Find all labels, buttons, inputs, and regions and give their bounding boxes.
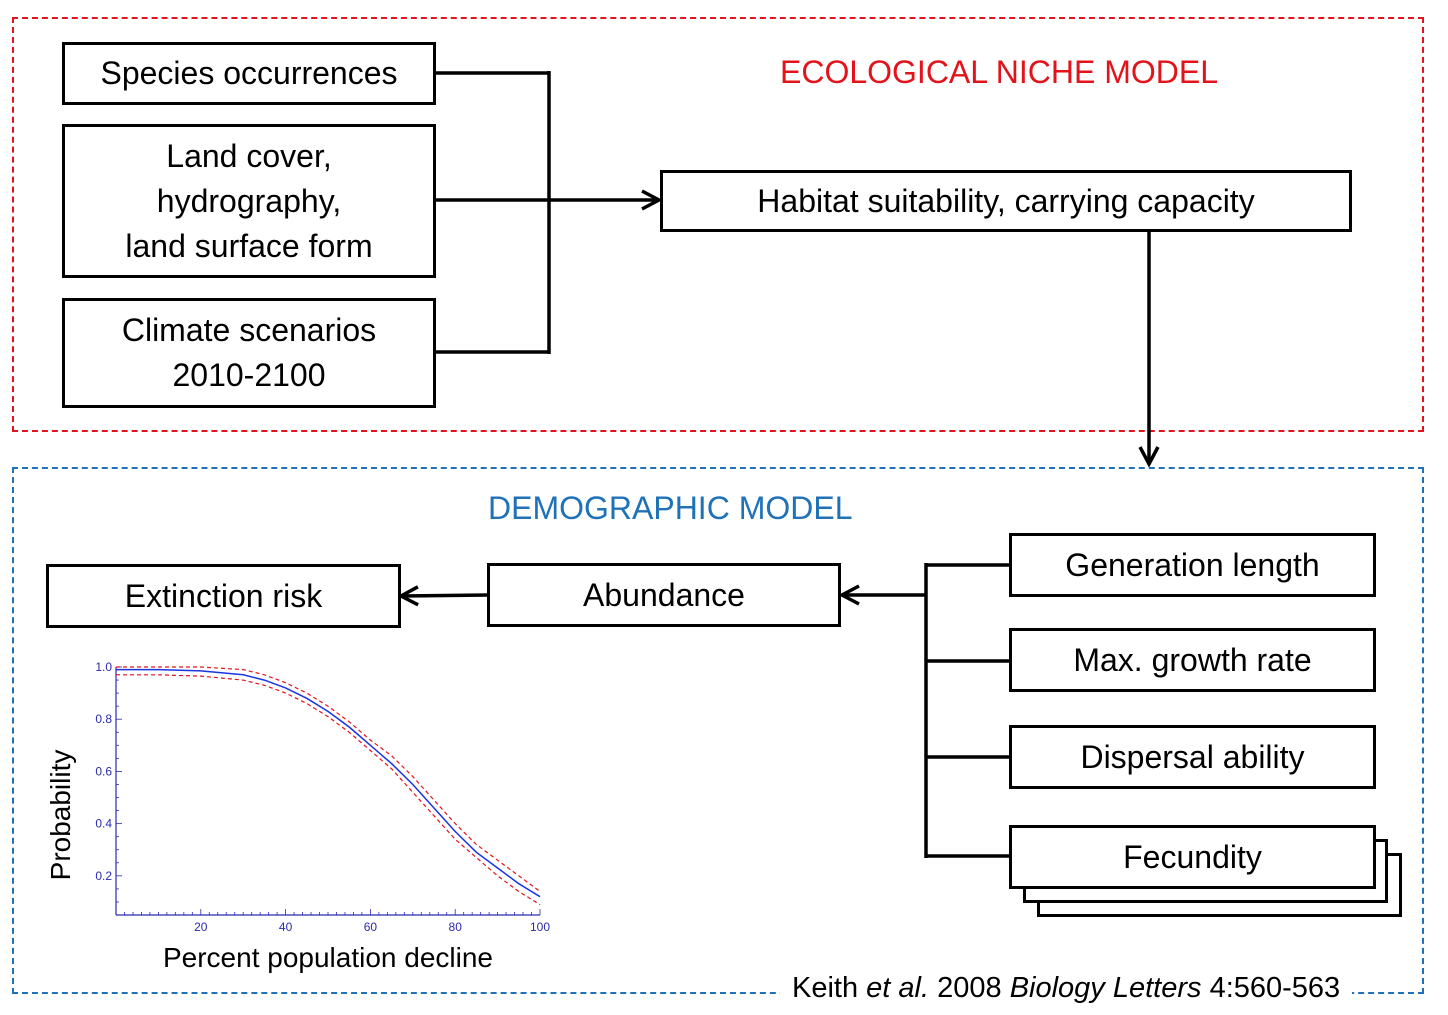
max-growth-rate-box: Max. growth rate bbox=[1009, 628, 1376, 692]
abundance-to-extinction-arrow bbox=[402, 595, 490, 596]
chart-x-axis-label: Percent population decline bbox=[163, 942, 493, 973]
demographic-model-title: DEMOGRAPHIC MODEL bbox=[488, 490, 853, 526]
dispersal-ability-box: Dispersal ability bbox=[1009, 725, 1376, 789]
abundance-box: Abundance bbox=[487, 563, 841, 627]
extinction-risk-box: Extinction risk bbox=[46, 564, 401, 628]
chart-x-tick-label: 60 bbox=[364, 920, 378, 934]
species-occurrences-box: Species occurrences bbox=[62, 42, 436, 105]
generation-length-box: Generation length bbox=[1009, 533, 1376, 597]
chart-series-line-1 bbox=[116, 666, 541, 892]
citation: Keith et al. 2008 Biology Letters 4:560-… bbox=[780, 968, 1353, 1008]
land-cover-box: Land cover, hydrography, land surface fo… bbox=[62, 124, 436, 278]
citation-etal: et al. bbox=[866, 972, 930, 1004]
chart-y-tick-label: 0.8 bbox=[95, 712, 112, 726]
niche-model-title: ECOLOGICAL NICHE MODEL bbox=[780, 54, 1219, 90]
habitat-suitability-box: Habitat suitability, carrying capacity bbox=[660, 170, 1352, 232]
chart-y-axis-label: Probability bbox=[45, 750, 76, 881]
chart-series-line-2 bbox=[116, 674, 541, 906]
chart-series-line-0 bbox=[116, 668, 541, 898]
chart-y-tick-label: 0.4 bbox=[95, 817, 112, 831]
chart-y-tick-label: 1.0 bbox=[95, 660, 112, 674]
chart-y-tick-label: 0.6 bbox=[95, 764, 112, 778]
citation-ref: 4:560-563 bbox=[1201, 972, 1341, 1004]
fecundity-box: Fecundity bbox=[1009, 825, 1376, 889]
demographic-model-panel bbox=[12, 467, 1424, 994]
climate-scenarios-box: Climate scenarios 2010-2100 bbox=[62, 298, 436, 408]
citation-author: Keith bbox=[792, 972, 867, 1004]
chart-x-tick-label: 80 bbox=[449, 920, 463, 934]
chart-x-tick-label: 40 bbox=[279, 920, 293, 934]
chart-y-tick-label: 0.2 bbox=[95, 869, 112, 883]
ecological-niche-model-panel bbox=[12, 17, 1424, 432]
citation-year: 2008 bbox=[929, 972, 1010, 1004]
citation-journal: Biology Letters bbox=[1009, 972, 1202, 1004]
chart-x-tick-label: 100 bbox=[530, 920, 550, 934]
chart-x-tick-label: 20 bbox=[194, 920, 208, 934]
extinction-probability-chart: 20 40 60 80 100 0.2 0.4 0.6 0.8 1.0 Percent popul… bbox=[45, 660, 550, 973]
